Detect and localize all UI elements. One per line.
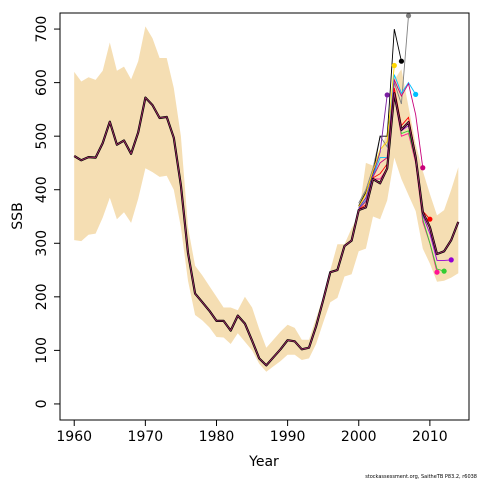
confidence-band-layer (74, 26, 459, 372)
plot-frame (59, 12, 470, 421)
peel-endpoint-3 (391, 62, 397, 69)
peel-endpoint-7 (427, 216, 433, 222)
x-tick-label: 2010 (412, 429, 448, 445)
y-tick-label: 400 (34, 176, 50, 203)
footnote: stockassessment.org, SaitheTB P83.2, r60… (365, 474, 477, 480)
peel-endpoint-1 (405, 13, 412, 19)
y-axis: 0 100 200 300 400 500 600 700 (34, 16, 60, 408)
peel-line-1 (358, 15, 409, 204)
peel-line-4 (358, 94, 388, 209)
peel-endpoint-5 (413, 91, 419, 97)
peel-endpoint-8 (434, 269, 440, 275)
peel-endpoint-10 (448, 257, 454, 263)
x-axis: 1960 1970 1980 1990 2000 2010 (56, 420, 448, 445)
x-axis-title: Year (248, 454, 279, 470)
y-tick-label: 0 (34, 399, 50, 408)
y-tick-label: 700 (34, 16, 50, 43)
y-tick-label: 500 (34, 123, 50, 150)
x-tick-label: 2000 (341, 429, 377, 445)
main-series-layer (73, 92, 460, 367)
confidence-band (74, 26, 459, 372)
y-axis-title: SSB (10, 202, 26, 229)
y-tick-label: 100 (34, 337, 50, 364)
peel-line-2 (358, 29, 402, 207)
y-tick-label: 300 (34, 230, 50, 257)
peel-endpoint-6 (420, 165, 426, 171)
x-tick-label: 1980 (199, 429, 235, 445)
x-tick-label: 1960 (56, 429, 92, 445)
ssb-estimate-inner-line (73, 92, 459, 366)
y-tick-label: 200 (34, 283, 50, 310)
peel-endpoint-4 (384, 92, 390, 98)
x-tick-label: 1970 (128, 429, 164, 445)
peel-endpoint-9 (441, 268, 447, 274)
peel-endpoint-layer (384, 13, 454, 275)
x-tick-label: 1990 (270, 429, 306, 445)
y-tick-label: 600 (34, 69, 50, 96)
peel-endpoint-2 (398, 58, 405, 64)
peel-line-3 (358, 65, 395, 208)
